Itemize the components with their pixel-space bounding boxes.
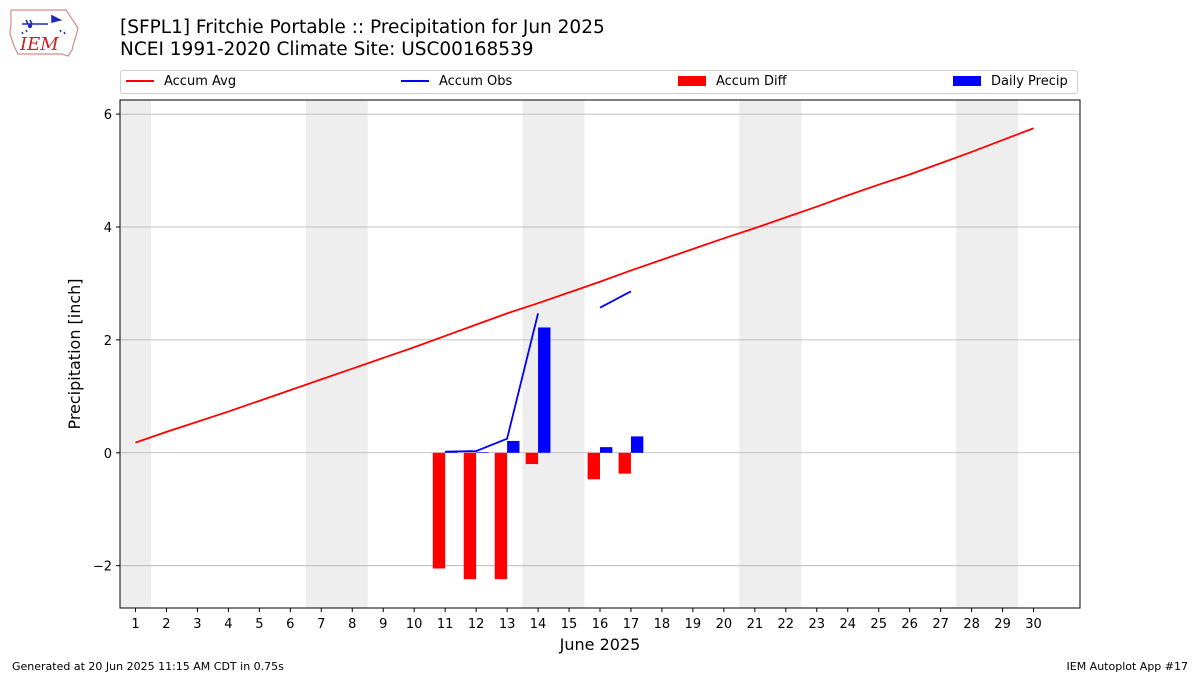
x-tick-label: 22 xyxy=(778,617,795,632)
legend-label-daily-precip: Daily Precip xyxy=(991,74,1068,89)
y-tick-label: 2 xyxy=(104,334,112,349)
x-tick-label: 6 xyxy=(286,617,294,632)
x-tick-label: 25 xyxy=(870,617,887,632)
weekend-band xyxy=(305,100,368,608)
legend-swatch-accum-diff xyxy=(678,75,706,86)
y-axis-label: Precipitation [inch] xyxy=(65,278,84,429)
x-tick-label: 30 xyxy=(1025,617,1042,632)
daily-precip-bar xyxy=(507,440,520,453)
footer-generated-text: Generated at 20 Jun 2025 11:15 AM CDT in… xyxy=(12,660,284,673)
x-tick-label: 4 xyxy=(224,617,232,632)
wind-vane-icon xyxy=(22,14,63,25)
weekend-band xyxy=(956,100,1019,608)
accum-diff-bar xyxy=(432,452,446,569)
x-tick-label: 10 xyxy=(406,617,423,632)
plot-frame xyxy=(119,99,1081,609)
x-tick-label: 14 xyxy=(530,617,547,632)
x-tick-label: 13 xyxy=(499,617,516,632)
accum-diff-bar xyxy=(463,452,477,580)
accum-avg-line xyxy=(135,127,1034,444)
weekend-band xyxy=(522,100,585,608)
iowa-outline xyxy=(9,9,79,57)
x-axis-label: June 2025 xyxy=(559,635,641,654)
weekend-band xyxy=(120,100,151,608)
accum-obs-line xyxy=(599,290,632,309)
x-tick-label: 1 xyxy=(131,617,139,632)
footer-app-text: IEM Autoplot App #17 xyxy=(1066,660,1189,673)
accum-diff-bar xyxy=(618,452,631,474)
legend-label-accum-diff: Accum Diff xyxy=(716,74,787,89)
station-dot xyxy=(27,23,33,29)
accum-diff-bar xyxy=(587,452,600,480)
x-tick-label: 12 xyxy=(468,617,485,632)
x-tick-label: 20 xyxy=(716,617,733,632)
daily-precip-bar xyxy=(630,436,644,453)
x-tick-label: 28 xyxy=(963,617,980,632)
x-tick-label: 8 xyxy=(348,617,356,632)
x-tick-label: 29 xyxy=(994,617,1011,632)
legend-item-accum-diff: Accum Diff xyxy=(678,74,787,90)
x-tick-label: 5 xyxy=(255,617,263,632)
daily-precip-bar xyxy=(600,447,613,453)
rain-drops-icon xyxy=(21,29,66,35)
chart-subtitle: NCEI 1991-2020 Climate Site: USC00168539 xyxy=(120,39,534,60)
x-tick-label: 18 xyxy=(654,617,671,632)
x-tick-label: 16 xyxy=(592,617,609,632)
x-tick-label: 3 xyxy=(193,617,201,632)
daily-precip-bar xyxy=(476,452,489,453)
legend-swatch-daily-precip xyxy=(953,75,981,86)
x-tick-label: 24 xyxy=(839,617,856,632)
x-tick-label: 21 xyxy=(747,617,764,632)
legend-label-accum-obs: Accum Obs xyxy=(439,74,513,89)
legend: Accum Avg Accum Obs Accum Diff Daily Pre… xyxy=(120,70,1078,94)
iem-logo: IEM xyxy=(9,9,79,57)
accum-diff-bar xyxy=(525,452,539,465)
legend-item-daily-precip: Daily Precip xyxy=(953,74,1068,90)
x-tick-label: 23 xyxy=(809,617,826,632)
x-tick-label: 26 xyxy=(901,617,918,632)
x-tick-label: 9 xyxy=(379,617,387,632)
x-tick-label: 17 xyxy=(623,617,640,632)
legend-swatch-accum-avg xyxy=(126,79,154,82)
legend-swatch-accum-obs xyxy=(401,79,429,82)
accum-diff-bar xyxy=(494,452,508,580)
weekend-band xyxy=(739,100,802,608)
y-tick-label: 0 xyxy=(104,447,112,462)
daily-precip-bar xyxy=(538,327,551,453)
y-tick-label: −2 xyxy=(93,560,112,575)
x-tick-label: 11 xyxy=(437,617,454,632)
logo-text: IEM xyxy=(19,34,59,55)
x-tick-label: 7 xyxy=(317,617,325,632)
y-tick-label: 6 xyxy=(104,108,112,123)
legend-item-accum-obs: Accum Obs xyxy=(401,74,512,90)
chart-title: [SFPL1] Fritchie Portable :: Precipitati… xyxy=(120,17,605,38)
x-tick-label: 2 xyxy=(162,617,170,632)
legend-label-accum-avg: Accum Avg xyxy=(164,74,237,89)
x-tick-label: 27 xyxy=(932,617,949,632)
x-tick-label: 19 xyxy=(685,617,702,632)
x-tick-label: 15 xyxy=(561,617,578,632)
legend-item-accum-avg: Accum Avg xyxy=(126,74,236,90)
y-tick-label: 4 xyxy=(104,221,112,236)
accum-obs-line xyxy=(445,313,539,453)
